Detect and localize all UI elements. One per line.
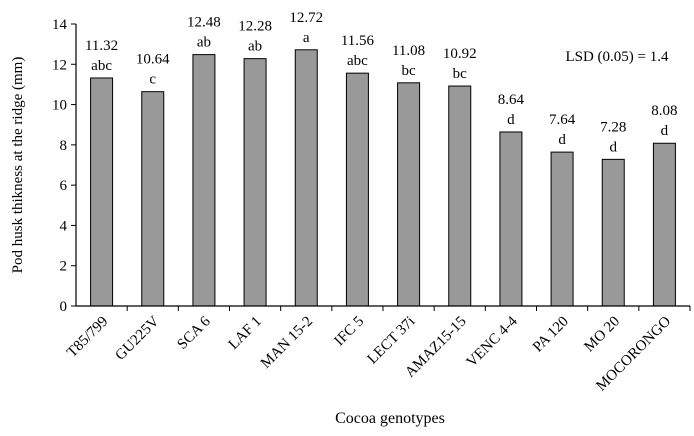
x-tick-label: IFC 5 — [331, 314, 367, 350]
bar — [550, 151, 574, 307]
bar — [90, 77, 114, 307]
y-tick-label: 0 — [60, 299, 68, 315]
y-axis: 0 2 4 6 8 10 12 14 — [52, 17, 77, 315]
significance-letter: abc — [91, 58, 112, 74]
value-label: 11.08 — [392, 43, 425, 59]
x-tick-label: MO 20 — [581, 314, 623, 356]
value-label: 8.08 — [651, 103, 677, 119]
significance-letter: ab — [197, 35, 211, 51]
lsd-annotation: LSD (0.05) = 1.4 — [565, 49, 669, 65]
x-tick-label: LECT 37i — [365, 314, 419, 368]
x-tick-label: SCA 6 — [174, 313, 214, 353]
significance-letter: d — [558, 132, 566, 148]
bar — [192, 54, 216, 307]
bar — [345, 72, 369, 307]
bar — [601, 158, 625, 307]
significance-letter: d — [610, 139, 618, 155]
value-label: 10.92 — [443, 46, 477, 62]
value-label: 11.56 — [341, 33, 375, 49]
bar — [499, 131, 523, 307]
significance-letter: d — [661, 123, 669, 139]
value-label: 10.64 — [136, 52, 170, 68]
x-tick-label: MAN 15-2 — [258, 314, 316, 372]
bar — [448, 85, 472, 307]
value-label: 11.32 — [85, 38, 118, 54]
x-tick-label: LAF 1 — [226, 314, 265, 353]
y-tick-label: 4 — [60, 218, 68, 234]
x-axis-label: Cocoa genotypes — [335, 410, 445, 427]
value-label: 12.28 — [238, 19, 272, 35]
x-tick-label: GU225V — [112, 313, 162, 363]
bar — [397, 82, 421, 307]
y-tick-label: 12 — [52, 57, 67, 73]
value-label: 12.72 — [289, 10, 323, 26]
y-tick-label: 10 — [52, 98, 67, 114]
bars-group — [90, 49, 676, 307]
bar — [141, 91, 165, 307]
value-labels-group: 11.32 abc 10.64 c 12.48 ab 12.28 ab 12.72 a 11.56 a… — [85, 10, 678, 156]
x-tick-label: VENC 4-4 — [464, 313, 521, 370]
y-tick-label: 8 — [60, 138, 68, 154]
bar — [243, 58, 267, 307]
y-tick-label: 2 — [60, 259, 68, 275]
x-tick-label: PA 120 — [530, 314, 572, 356]
x-tick-label: T85/799 — [64, 314, 111, 361]
significance-letter: bc — [401, 63, 416, 79]
significance-letter: c — [149, 72, 156, 88]
y-axis-label: Pod husk thikness at the ridge (mm) — [10, 57, 26, 274]
significance-letter: a — [303, 30, 310, 46]
bar — [652, 142, 676, 307]
value-label: 7.64 — [549, 112, 576, 128]
significance-letter: abc — [347, 53, 368, 69]
value-label: 12.48 — [187, 15, 221, 31]
bar — [294, 49, 318, 307]
y-tick-label: 6 — [60, 178, 68, 194]
significance-letter: d — [507, 112, 515, 128]
y-tick-label: 14 — [52, 17, 68, 33]
significance-letter: bc — [453, 66, 468, 82]
value-label: 7.28 — [600, 119, 626, 135]
significance-letter: ab — [248, 39, 262, 55]
value-label: 8.64 — [498, 92, 525, 108]
